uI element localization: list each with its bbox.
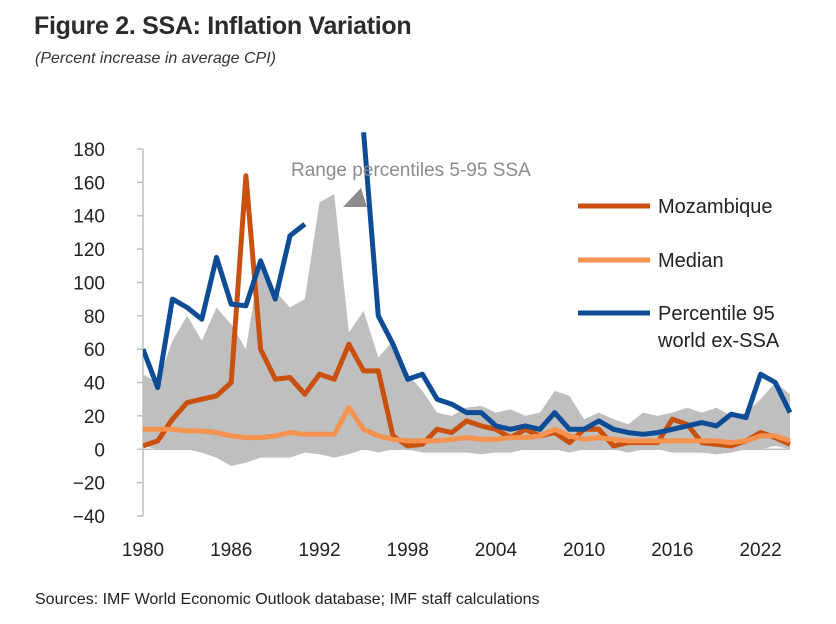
legend-percentile-95-label: Percentile 95 (658, 303, 775, 325)
y-tick-label: 120 (73, 240, 105, 261)
y-tick-label: 160 (73, 173, 105, 194)
x-tick-label: 2010 (563, 540, 605, 561)
x-tick-label: 2016 (651, 540, 693, 561)
median-line (143, 405, 791, 446)
y-tick-label: 100 (73, 273, 105, 294)
legend-median-label: Median (658, 250, 724, 272)
x-tick-label: 1992 (298, 540, 340, 561)
range-band-area (143, 194, 790, 466)
chart-subtitle: (Percent increase in average CPI) (35, 50, 276, 67)
annotation-arrow (343, 188, 367, 207)
y-tick-label: 60 (84, 340, 105, 361)
y-tick-label: 0 (94, 440, 105, 461)
y-tick-label: 40 (84, 374, 105, 395)
y-tick-label: 20 (84, 407, 105, 428)
x-tick-label: 2004 (475, 540, 518, 561)
x-tick-label: 1980 (122, 540, 164, 561)
range-annotation-label: Range percentiles 5-95 SSA (291, 160, 531, 181)
chart-title: Figure 2. SSA: Inflation Variation (34, 12, 412, 40)
mozambique-line (143, 173, 792, 449)
legend-mozambique-label: Mozambique (658, 196, 773, 218)
source-note: Sources: IMF World Economic Outlook data… (35, 591, 540, 608)
y-tick-label: 140 (73, 207, 105, 228)
x-tick-label: 1986 (210, 540, 252, 561)
x-tick-label: 1998 (387, 540, 429, 561)
y-tick-label: −20 (73, 474, 105, 495)
percentile-95-world-line (143, 222, 307, 391)
y-tick-label: 80 (84, 307, 105, 328)
x-tick-label: 2022 (739, 540, 781, 561)
y-tick-label: 180 (73, 140, 105, 161)
legend-percentile-95-label: world ex-SSA (657, 330, 780, 352)
percentile-95-world-line (361, 132, 793, 437)
y-tick-label: −40 (73, 507, 105, 528)
